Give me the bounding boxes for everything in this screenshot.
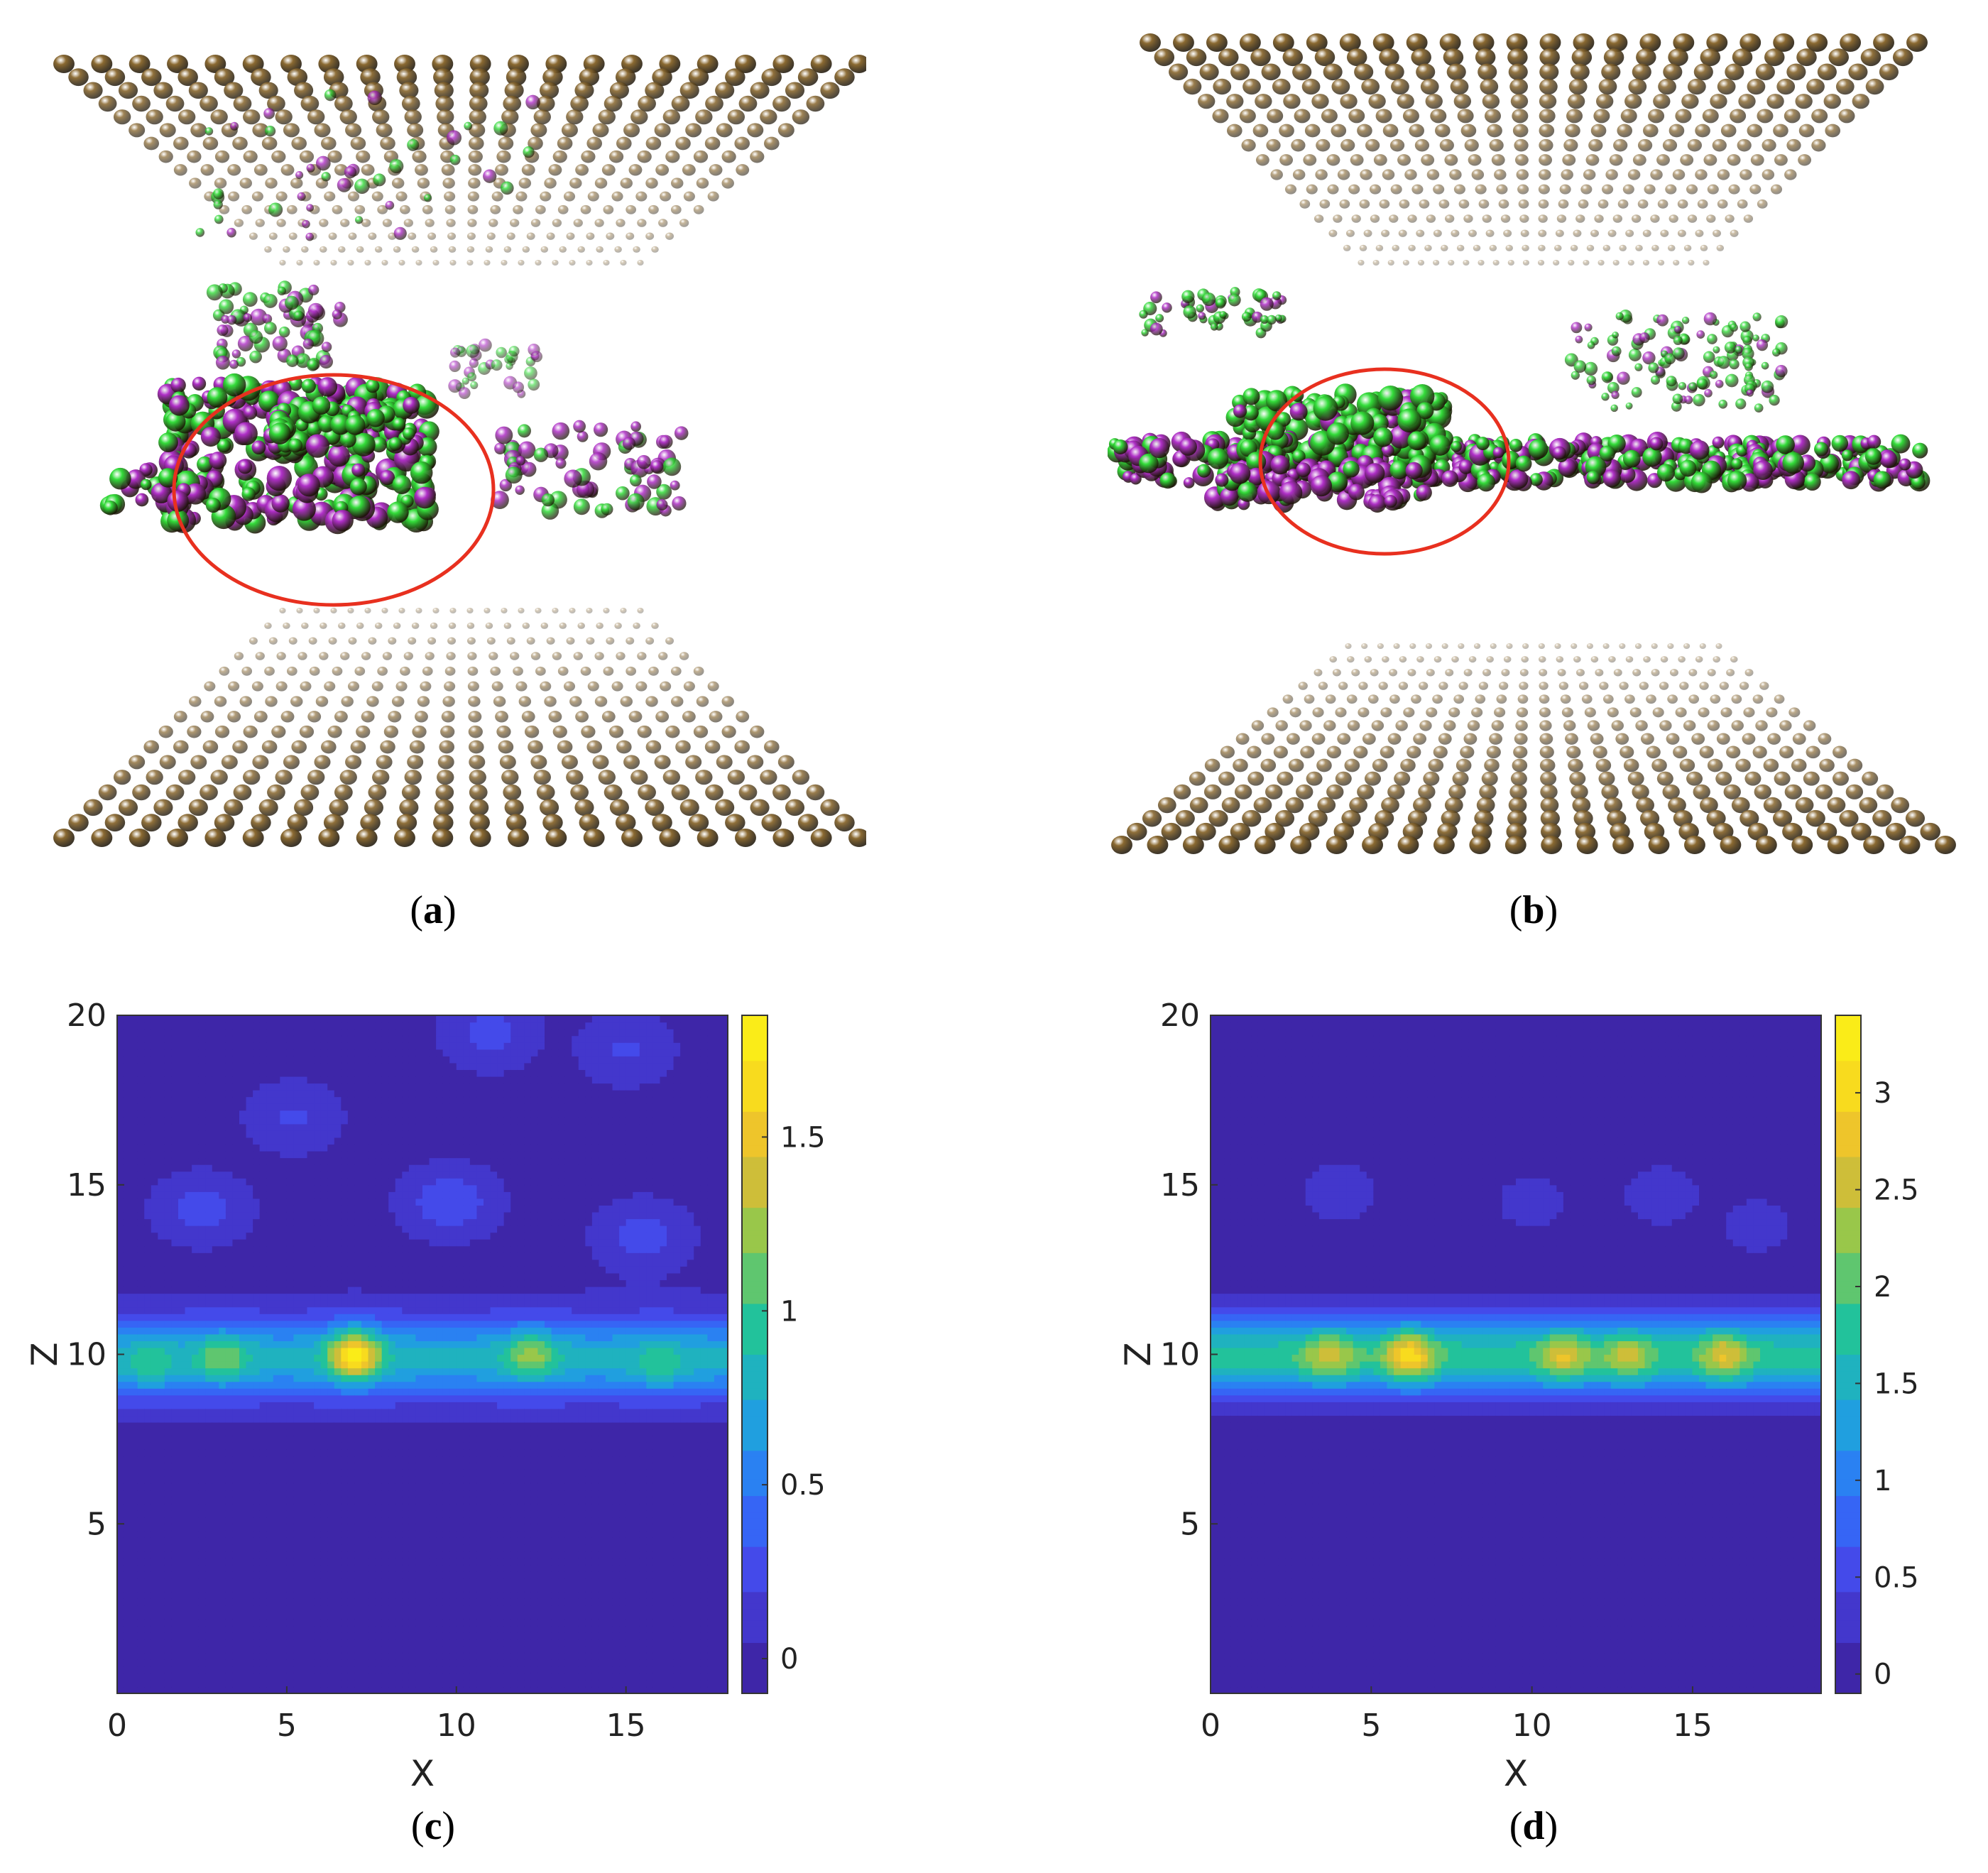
colorbar-tick-label: 0	[1874, 1659, 1891, 1691]
y-tick-label: 15	[67, 1167, 106, 1203]
caption-c: (c)	[362, 1803, 504, 1849]
colorbar: 0 0.5 1 1.5 2 2.5 3	[1835, 1015, 1919, 1694]
x-tick-label: 15	[606, 1708, 646, 1744]
snapshot-b	[1108, 33, 1956, 854]
heatmap-c: 0 5 10 15 5 10 15 20 X Z 0 0.5 1 1.5	[24, 998, 826, 1794]
colorbar-tick-label: 1.5	[780, 1121, 826, 1154]
x-tick-label: 10	[437, 1708, 476, 1744]
top-electrode	[53, 55, 866, 266]
x-tick-label: 5	[1361, 1708, 1381, 1744]
x-tick-label: 0	[1201, 1708, 1220, 1744]
colorbar-tick-label: 2	[1874, 1271, 1891, 1304]
colorbar-tick-label: 1	[780, 1295, 798, 1328]
colorbar-tick-label: 1.5	[1874, 1367, 1919, 1400]
colorbar-tick-label: 3	[1874, 1077, 1891, 1110]
x-axis-label: X	[410, 1753, 435, 1794]
caption-b: (b)	[1463, 888, 1605, 933]
colorbar-tick-label: 2.5	[1874, 1174, 1919, 1207]
y-tick-label: 5	[87, 1506, 106, 1542]
colorbar-tick-label: 0	[780, 1643, 798, 1676]
x-tick-label: 10	[1512, 1708, 1552, 1744]
heatmap-cells	[1211, 1015, 1822, 1694]
caption-a: (a)	[362, 888, 504, 933]
y-tick-label: 20	[67, 998, 106, 1034]
heatmap-cells	[117, 1015, 728, 1694]
y-tick-label: 20	[1160, 998, 1200, 1034]
bottom-electrode	[1111, 643, 1956, 854]
bottom-electrode	[53, 608, 866, 847]
colorbar-tick-label: 1	[1874, 1465, 1891, 1497]
colorbar-tick-label: 0.5	[1874, 1561, 1919, 1594]
highlight-ellipse	[172, 373, 496, 607]
ion-cloud	[99, 89, 689, 535]
x-tick-label: 0	[107, 1708, 127, 1744]
y-tick-label: 10	[1160, 1337, 1200, 1373]
ion-cloud	[1108, 287, 1930, 513]
colorbar: 0 0.5 1 1.5	[741, 1015, 826, 1694]
y-axis-label: Z	[1118, 1342, 1159, 1366]
x-tick-label: 5	[277, 1708, 297, 1744]
x-tick-label: 15	[1673, 1708, 1713, 1744]
y-axis-label: Z	[24, 1342, 65, 1366]
y-tick-label: 10	[67, 1337, 106, 1373]
colorbar-tick-label: 0.5	[780, 1469, 826, 1502]
highlight-ellipse	[1258, 367, 1511, 556]
top-electrode	[1140, 33, 1928, 266]
snapshot-a	[53, 55, 866, 847]
caption-d: (d)	[1463, 1803, 1605, 1849]
x-axis-label: X	[1504, 1753, 1528, 1794]
y-tick-label: 5	[1180, 1506, 1200, 1542]
heatmap-d: 0 5 10 15 5 10 15 20 X Z 0 0.5 1 1.5 2 2.5 3	[1118, 998, 1919, 1794]
y-tick-label: 15	[1160, 1167, 1200, 1203]
